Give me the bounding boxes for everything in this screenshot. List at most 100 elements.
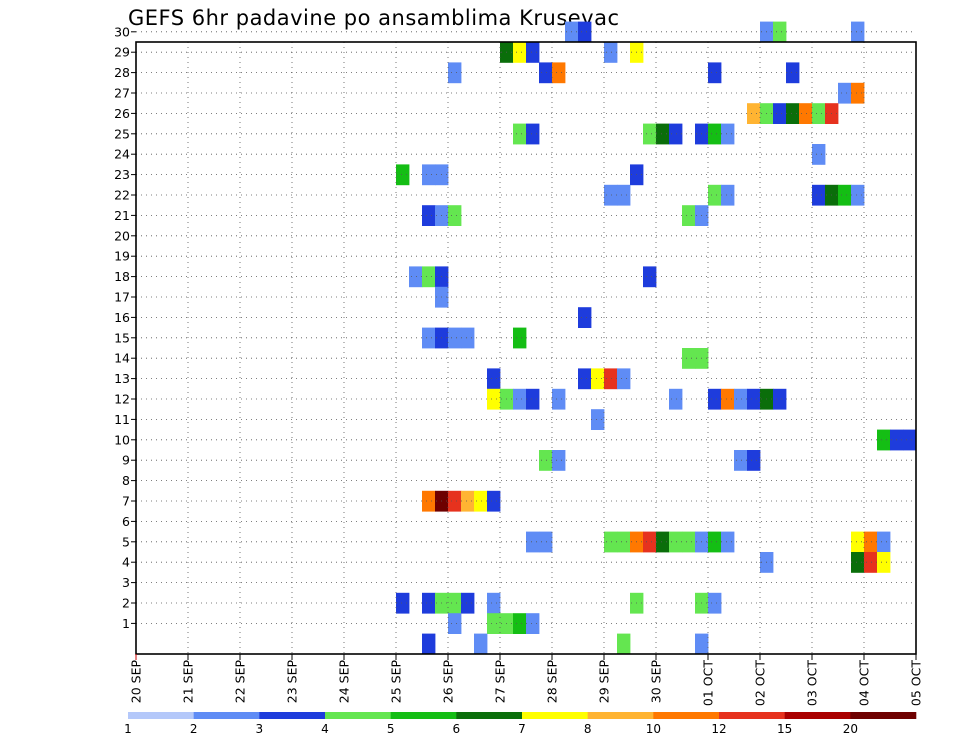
heatmap-cell bbox=[682, 531, 696, 553]
heatmap-cell bbox=[643, 123, 657, 145]
heatmap-cell bbox=[539, 531, 553, 553]
chart-title: GEFS 6hr padavine po ansamblima Krusevac bbox=[128, 6, 620, 30]
heatmap-cell bbox=[617, 184, 631, 206]
heatmap-cell bbox=[721, 123, 735, 145]
legend-swatch bbox=[653, 712, 720, 719]
heatmap-cell bbox=[747, 103, 761, 124]
heatmap-cell bbox=[409, 266, 423, 288]
heatmap-cell bbox=[448, 62, 462, 84]
legend-swatch bbox=[784, 712, 851, 719]
legend-swatch bbox=[259, 712, 326, 719]
heatmap-cell bbox=[864, 531, 878, 553]
heatmap-cell bbox=[864, 552, 878, 573]
y-tick-label: 3 bbox=[122, 575, 130, 590]
heatmap-cell bbox=[526, 613, 540, 634]
x-tick-label: 02 OCT bbox=[753, 660, 768, 706]
heatmap-cell bbox=[422, 205, 436, 226]
x-tick-label: 03 OCT bbox=[805, 660, 820, 706]
heatmap-cell bbox=[708, 62, 722, 84]
y-tick-label: 8 bbox=[122, 473, 130, 488]
heatmap-cell bbox=[773, 21, 787, 43]
x-tick-label: 21 SEP bbox=[181, 660, 196, 704]
legend: 1 2 3 4 5 6 7 8 10 12 15 20 bbox=[124, 712, 917, 736]
legend-label: 6 bbox=[453, 722, 461, 736]
legend-label: 7 bbox=[518, 722, 526, 736]
y-tick-label: 29 bbox=[114, 45, 130, 60]
x-axis: 20 SEP 21 SEP 22 SEP 23 SEP 24 SEP 25 SEP 26 S… bbox=[129, 654, 924, 706]
heatmap-cell bbox=[552, 450, 566, 471]
heatmap-cell bbox=[721, 388, 735, 410]
heatmap-cell bbox=[812, 144, 826, 165]
y-tick-label: 18 bbox=[114, 269, 130, 284]
legend-label: 1 bbox=[124, 722, 132, 736]
cells-layer bbox=[396, 21, 917, 655]
heatmap-cell bbox=[682, 348, 696, 369]
heatmap-cell bbox=[656, 123, 670, 145]
y-tick-label: 6 bbox=[122, 514, 130, 529]
heatmap-cell bbox=[669, 388, 683, 410]
heatmap-cell bbox=[604, 184, 618, 206]
heatmap-cell bbox=[578, 368, 592, 390]
heatmap-cell bbox=[422, 633, 436, 655]
y-tick-label: 17 bbox=[114, 290, 130, 305]
heatmap-cell bbox=[682, 205, 696, 226]
heatmap-cell bbox=[448, 327, 462, 349]
heatmap-cell bbox=[422, 490, 436, 512]
heatmap-cell bbox=[396, 164, 410, 186]
y-tick-label: 20 bbox=[114, 228, 130, 243]
legend-label: 8 bbox=[584, 722, 592, 736]
y-tick-label: 4 bbox=[122, 555, 130, 570]
heatmap-cell bbox=[604, 368, 618, 390]
heatmap-cell bbox=[513, 327, 527, 349]
heatmap-cell bbox=[721, 184, 735, 206]
x-tick-label: 04 OCT bbox=[857, 660, 872, 706]
heatmap-cell bbox=[786, 103, 800, 124]
heatmap-cell bbox=[461, 592, 475, 614]
legend-swatch bbox=[390, 712, 457, 719]
heatmap-cell bbox=[617, 368, 631, 390]
x-tick-label: 25 SEP bbox=[389, 660, 404, 704]
heatmap-cell bbox=[487, 490, 501, 512]
y-tick-label: 10 bbox=[114, 432, 130, 447]
y-tick-label: 11 bbox=[114, 412, 130, 427]
heatmap-cell bbox=[487, 388, 501, 410]
heatmap-cell bbox=[578, 21, 592, 43]
y-tick-label: 12 bbox=[114, 392, 130, 407]
y-tick-label: 28 bbox=[114, 65, 130, 80]
heatmap-cell bbox=[513, 42, 527, 63]
y-tick-label: 1 bbox=[122, 616, 130, 631]
y-tick-label: 30 bbox=[114, 24, 130, 39]
heatmap-cell bbox=[695, 633, 709, 655]
x-tick-label: 23 SEP bbox=[285, 660, 300, 704]
heatmap-cell bbox=[708, 184, 722, 206]
heatmap-cell bbox=[526, 123, 540, 145]
heatmap-cell bbox=[786, 62, 800, 84]
heatmap-cell bbox=[448, 490, 462, 512]
heatmap-cell bbox=[851, 552, 865, 573]
plot-frame bbox=[135, 41, 917, 655]
x-tick-label: 29 SEP bbox=[597, 660, 612, 704]
legend-label: 2 bbox=[190, 722, 198, 736]
heatmap-cell bbox=[487, 592, 501, 614]
y-tick-label: 9 bbox=[122, 453, 130, 468]
x-tick-label: 20 SEP bbox=[129, 660, 144, 704]
x-tick-label: 01 OCT bbox=[701, 660, 716, 706]
heatmap-cell bbox=[812, 184, 826, 206]
heatmap-cell bbox=[617, 633, 631, 655]
legend-swatch bbox=[522, 712, 588, 719]
heatmap-cell bbox=[604, 42, 618, 63]
heatmap-cell bbox=[734, 388, 748, 410]
heatmap-cell bbox=[422, 592, 436, 614]
heatmap-cell bbox=[552, 388, 566, 410]
heatmap-cell bbox=[851, 531, 865, 553]
heatmap-cell bbox=[591, 368, 605, 390]
heatmap-cell bbox=[513, 123, 527, 145]
legend-swatch bbox=[325, 712, 391, 719]
y-tick-label: 15 bbox=[114, 330, 130, 345]
heatmap-cell bbox=[877, 429, 891, 451]
heatmap-cell bbox=[708, 123, 722, 145]
x-tick-label: 30 SEP bbox=[649, 660, 664, 704]
heatmap-cell bbox=[604, 531, 618, 553]
y-tick-label: 22 bbox=[114, 188, 130, 203]
heatmap-cell bbox=[461, 490, 475, 512]
